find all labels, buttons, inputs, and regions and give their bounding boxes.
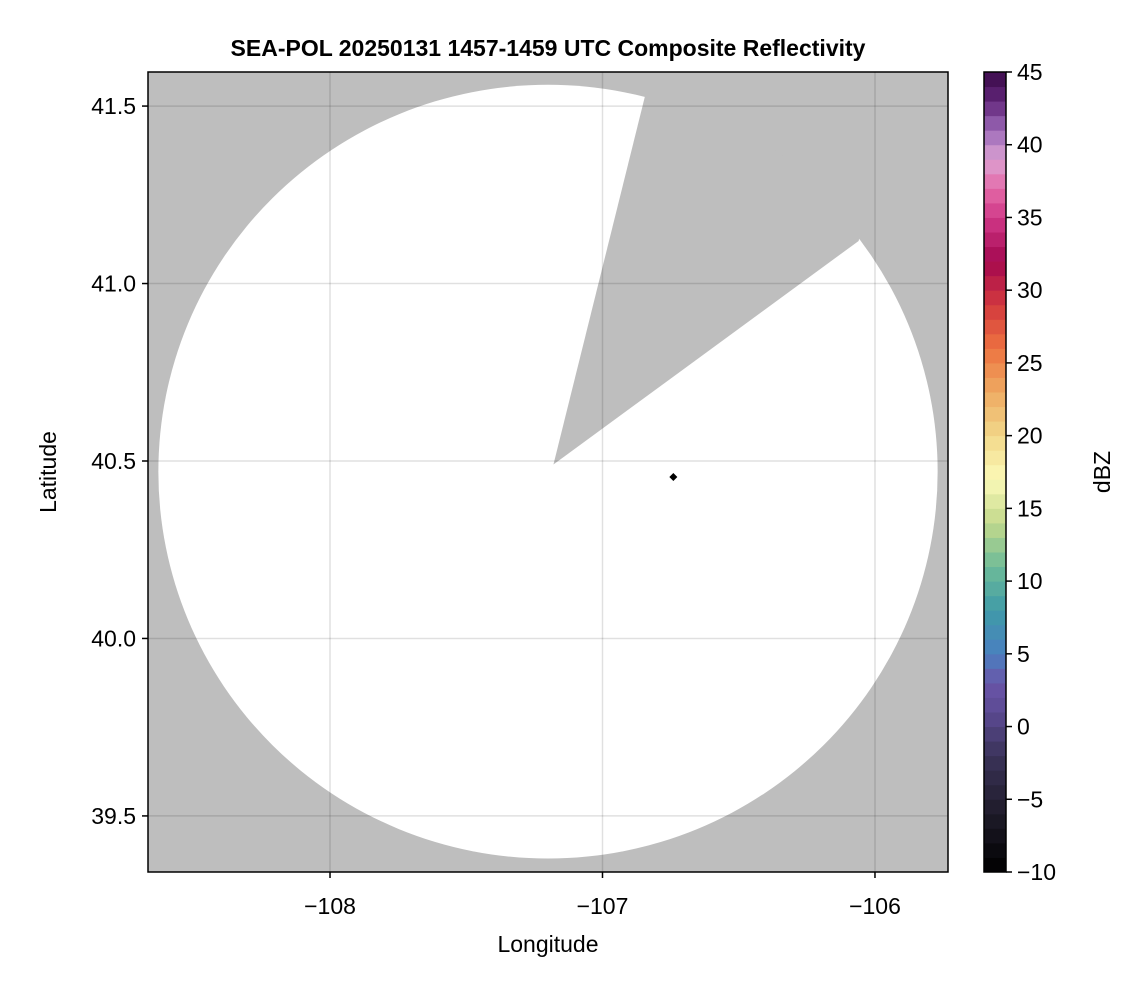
colorbar-band xyxy=(984,406,1006,422)
colorbar-band xyxy=(984,508,1006,524)
colorbar-band xyxy=(984,144,1006,160)
y-tick-label: 41.0 xyxy=(91,271,136,297)
colorbar-band xyxy=(984,552,1006,568)
colorbar-band xyxy=(984,479,1006,495)
chart-title: SEA-POL 20250131 1457-1459 UTC Composite… xyxy=(231,35,866,61)
colorbar-band xyxy=(984,464,1006,480)
colorbar-band xyxy=(984,639,1006,655)
plot-area xyxy=(147,71,949,873)
colorbar-band xyxy=(984,246,1006,262)
colorbar-tick-label: 5 xyxy=(1017,641,1030,667)
colorbar-band xyxy=(984,217,1006,233)
axes-frame xyxy=(147,71,949,873)
colorbar-band xyxy=(984,290,1006,306)
y-axis-ticks: 39.5 40.0 40.5 41.0 41.5 xyxy=(91,93,148,829)
radar-location-marker xyxy=(669,472,678,481)
x-tick-label: −106 xyxy=(849,893,901,919)
colorbar-band xyxy=(984,261,1006,277)
colorbar-tick-label: 0 xyxy=(1017,714,1030,740)
colorbar-band xyxy=(984,101,1006,117)
colorbar-band xyxy=(984,770,1006,786)
colorbar-tick-label: 10 xyxy=(1017,568,1043,594)
x-tick-label: −108 xyxy=(304,893,356,919)
x-axis-ticks: −108 −107 −106 xyxy=(304,872,901,919)
colorbar-band xyxy=(984,319,1006,335)
colorbar-tick-label: 35 xyxy=(1017,204,1043,230)
colorbar-band xyxy=(984,726,1006,742)
colorbar-band xyxy=(984,72,1006,88)
y-tick-label: 40.0 xyxy=(91,625,136,651)
colorbar-tick-label: 15 xyxy=(1017,495,1043,521)
blocked-sector xyxy=(553,92,861,465)
colorbar: −10 −5 0 5 10 15 20 25 30 35 40 45 xyxy=(983,59,1056,885)
colorbar-band xyxy=(984,784,1006,800)
y-tick-label: 41.5 xyxy=(91,93,136,119)
colorbar-band xyxy=(984,130,1006,146)
colorbar-band xyxy=(984,857,1006,873)
colorbar-band xyxy=(984,362,1006,378)
colorbar-band xyxy=(984,581,1006,597)
colorbar-band xyxy=(984,173,1006,189)
colorbar-band xyxy=(984,392,1006,408)
colorbar-band xyxy=(984,682,1006,698)
colorbar-band xyxy=(984,522,1006,538)
colorbar-band xyxy=(984,595,1006,611)
colorbar-band xyxy=(984,799,1006,815)
colorbar-band xyxy=(984,668,1006,684)
colorbar-band xyxy=(984,697,1006,713)
colorbar-band xyxy=(984,232,1006,248)
colorbar-band xyxy=(984,712,1006,728)
colorbar-band xyxy=(984,275,1006,291)
x-tick-label: −107 xyxy=(577,893,629,919)
colorbar-band xyxy=(984,115,1006,131)
colorbar-band xyxy=(984,86,1006,102)
colorbar-tick-label: 40 xyxy=(1017,132,1043,158)
colorbar-band xyxy=(984,450,1006,466)
colorbar-band xyxy=(984,304,1006,320)
colorbar-band xyxy=(984,842,1006,858)
colorbar-band xyxy=(984,377,1006,393)
y-tick-label: 40.5 xyxy=(91,448,136,474)
colorbar-tick-label: 30 xyxy=(1017,277,1043,303)
colorbar-band xyxy=(984,624,1006,640)
colorbar-band xyxy=(984,755,1006,771)
colorbar-band xyxy=(984,188,1006,204)
colorbar-frame xyxy=(983,71,1007,873)
colorbar-band xyxy=(984,566,1006,582)
colorbar-band xyxy=(984,435,1006,451)
colorbar-band xyxy=(984,653,1006,669)
colorbar-band xyxy=(984,348,1006,364)
colorbar-band xyxy=(984,333,1006,349)
colorbar-band xyxy=(984,741,1006,757)
y-axis-label: Latitude xyxy=(35,431,61,513)
colorbar-band xyxy=(984,421,1006,437)
colorbar-label: dBZ xyxy=(1089,451,1115,493)
colorbar-band xyxy=(984,828,1006,844)
y-tick-label: 39.5 xyxy=(91,803,136,829)
colorbar-tick-label: −5 xyxy=(1017,786,1043,812)
colorbar-band xyxy=(984,537,1006,553)
colorbar-band xyxy=(984,813,1006,829)
colorbar-tick-label: 25 xyxy=(1017,350,1043,376)
colorbar-band xyxy=(984,202,1006,218)
colorbar-band xyxy=(984,493,1006,509)
colorbar-tick-label: 45 xyxy=(1017,59,1043,85)
x-axis-label: Longitude xyxy=(497,931,598,957)
colorbar-tick-label: −10 xyxy=(1017,859,1056,885)
colorbar-tick-label: 20 xyxy=(1017,423,1043,449)
colorbar-band xyxy=(984,159,1006,175)
colorbar-band xyxy=(984,610,1006,626)
